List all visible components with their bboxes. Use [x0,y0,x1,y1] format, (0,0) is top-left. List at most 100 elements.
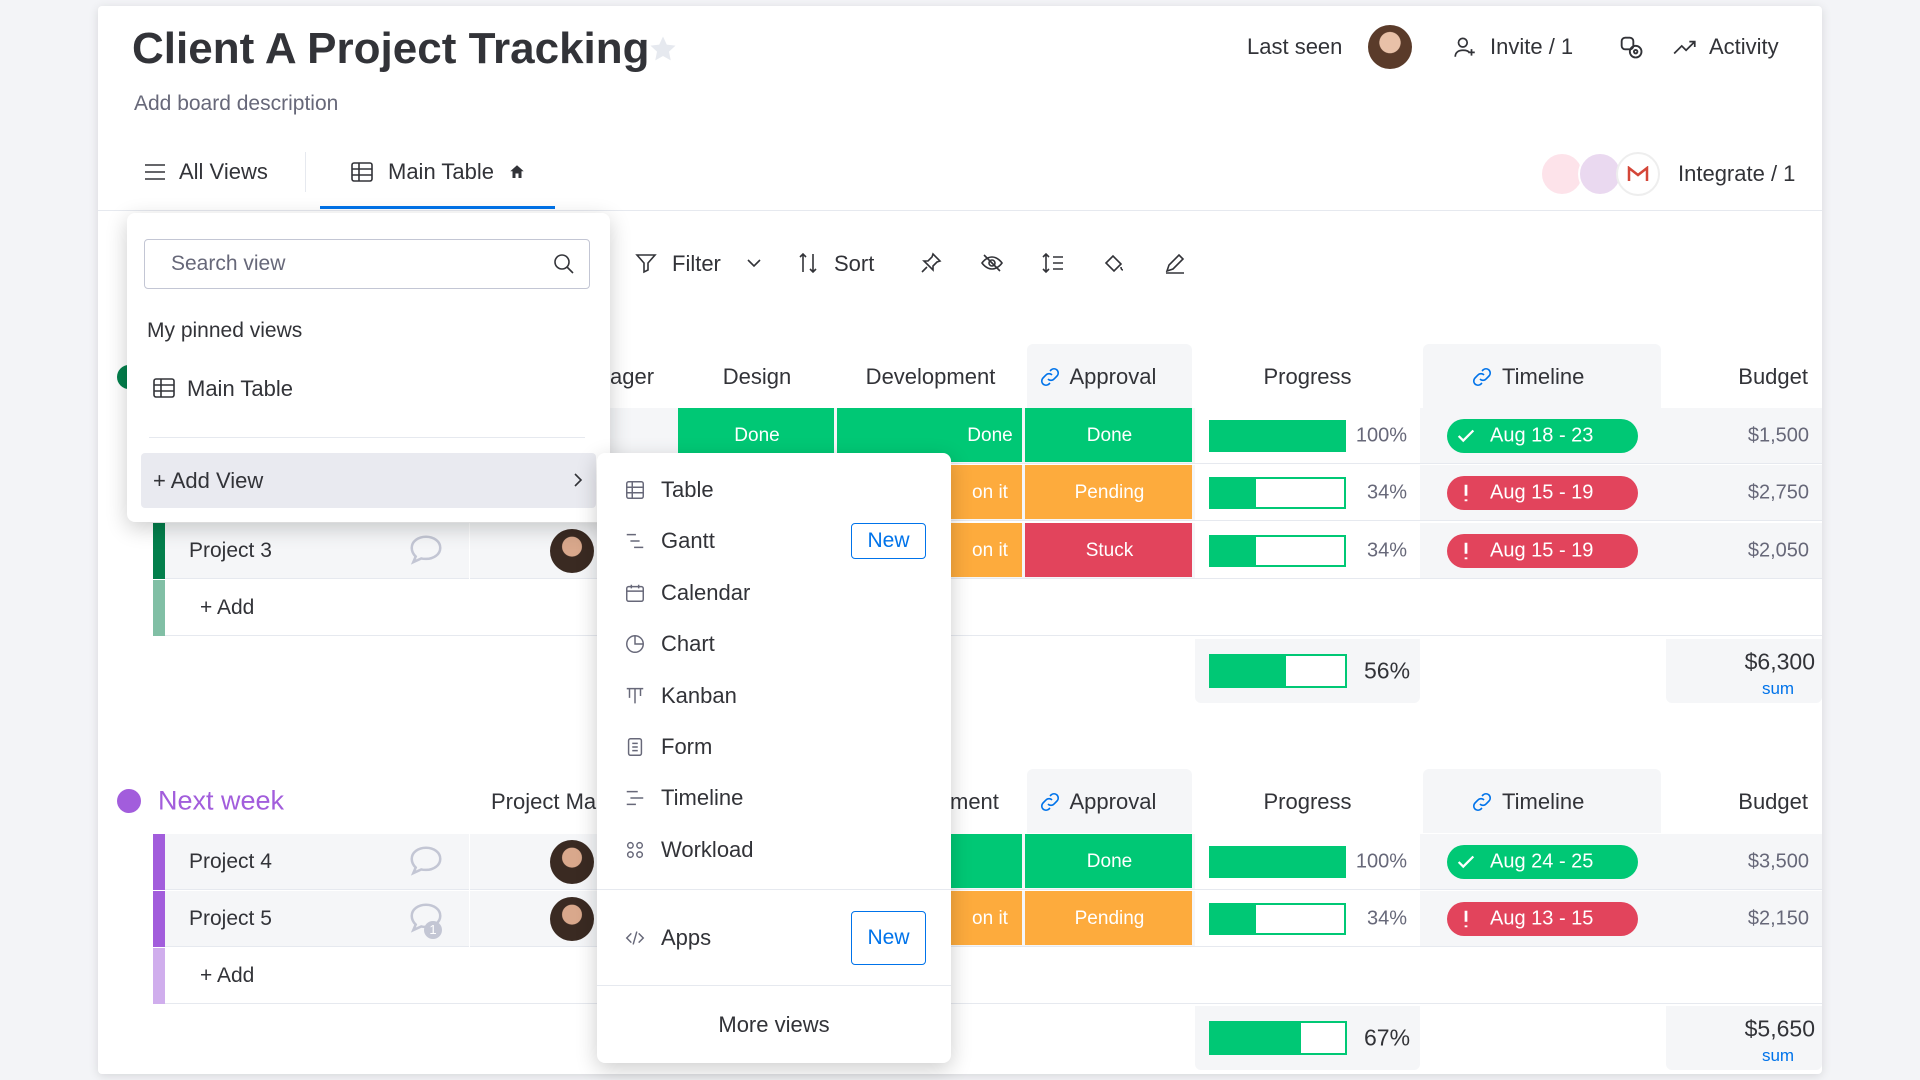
timeline-pill[interactable] [1447,419,1638,453]
person-avatar[interactable] [550,897,594,941]
automation-icon[interactable] [1617,33,1645,61]
column-header: Development [865,364,996,389]
timeline-pill[interactable] [1447,902,1638,936]
view-option[interactable]: Kanban [661,683,737,708]
view-icon [626,687,644,704]
sort-icon[interactable] [796,251,820,275]
view-option[interactable]: Chart [661,631,715,656]
add-item[interactable]: + Add [200,596,255,619]
last-seen: Last seen [1247,34,1343,59]
view-icon [626,481,644,499]
progress-bar [1209,654,1287,688]
color-icon[interactable] [1102,251,1126,275]
person-avatar[interactable] [550,529,594,573]
activity[interactable]: Activity [1709,34,1779,59]
integration-logo [1616,152,1660,196]
column-header-bg [1027,769,1192,833]
status-cell[interactable] [1025,408,1192,462]
search-icon[interactable] [552,252,576,276]
search-placeholder[interactable]: Search view [171,252,286,275]
comment-icon [410,535,442,565]
chevron-right-icon[interactable] [570,470,586,490]
column-header: Design [722,364,792,389]
pinned-view[interactable]: Main Table [187,376,293,401]
view-option[interactable]: Table [661,477,714,502]
pin-icon[interactable] [919,251,943,275]
progress-bar [1209,1021,1302,1055]
item-name[interactable]: Project 4 [189,850,272,873]
progress-label: 34% [1366,539,1407,562]
home-icon [510,165,524,178]
progress-label: 34% [1366,481,1407,504]
group-toggle[interactable] [117,789,141,813]
status-label: Pending [1074,908,1145,929]
add-row[interactable] [165,948,1822,1004]
activity-icon[interactable] [1672,34,1698,60]
column-header: Approval [1069,789,1157,814]
timeline-pill[interactable] [1447,476,1638,510]
avatar[interactable] [1368,25,1412,69]
view-option[interactable]: Workload [661,837,754,862]
column-header: ager [610,364,655,389]
star-icon[interactable] [648,34,678,64]
link-icon [1472,367,1492,387]
view-option[interactable]: Form [661,734,713,759]
person-avatar[interactable] [550,840,594,884]
status-cell[interactable] [1025,523,1192,577]
invite[interactable]: Invite / 1 [1490,34,1574,59]
add-view[interactable]: + Add View [153,468,264,493]
view-option[interactable]: Timeline [661,785,744,810]
integrate[interactable]: Integrate / 1 [1678,161,1796,186]
divider [149,437,585,438]
toolbar-button[interactable]: Filter [672,251,721,276]
chevron-icon[interactable] [745,256,763,270]
summary-bg [1666,1006,1822,1070]
row-height-icon[interactable] [1041,251,1065,275]
status-cell[interactable] [1025,834,1192,888]
tabs-border [98,210,1822,211]
new-badge: New [851,523,926,559]
item-name[interactable]: Project 3 [189,539,272,562]
add-item[interactable]: + Add [200,964,255,987]
row-color [153,834,165,890]
more-views[interactable]: More views [718,1012,830,1037]
filter-icon[interactable] [634,251,658,275]
progress-label: 67% [1364,1024,1411,1051]
group-title[interactable]: Next week [158,785,285,816]
check-icon [1457,855,1475,869]
progress-label: 34% [1366,907,1407,930]
tab[interactable]: Main Table [388,159,494,184]
edit-icon[interactable] [1163,251,1187,275]
status-label: on it [972,540,1008,561]
status-label: Done [1086,425,1133,446]
alert-icon [1464,542,1468,560]
status-cell[interactable] [1025,891,1192,945]
row-color [153,891,165,947]
status-cell[interactable] [1025,465,1192,519]
view-option[interactable]: Calendar [661,580,751,605]
board-description[interactable]: Add board description [134,92,339,115]
view-option[interactable]: Gantt [661,528,715,553]
timeline-pill[interactable] [1447,534,1638,568]
invite-icon[interactable] [1452,34,1478,60]
check-icon [1457,429,1475,443]
board-title: Client A Project Tracking [132,24,650,73]
row-color [153,580,165,636]
tab[interactable]: All Views [179,159,268,184]
row-color [153,948,165,1004]
item-name[interactable]: Project 5 [189,907,272,930]
column-header: Budget [1738,789,1808,814]
add-row[interactable] [165,580,1822,636]
menu-icon[interactable] [143,161,167,183]
column-header: Budget [1738,364,1808,389]
add-view-row[interactable] [141,453,596,508]
view-option[interactable]: Apps [661,925,712,950]
table-icon [351,162,373,182]
status-label: on it [972,482,1008,503]
toolbar-button[interactable]: Sort [834,251,875,276]
column-header-bg [1423,769,1661,833]
timeline-pill[interactable] [1447,845,1638,879]
hide-icon[interactable] [980,251,1004,275]
divider [597,985,951,986]
search-box[interactable] [144,239,590,289]
